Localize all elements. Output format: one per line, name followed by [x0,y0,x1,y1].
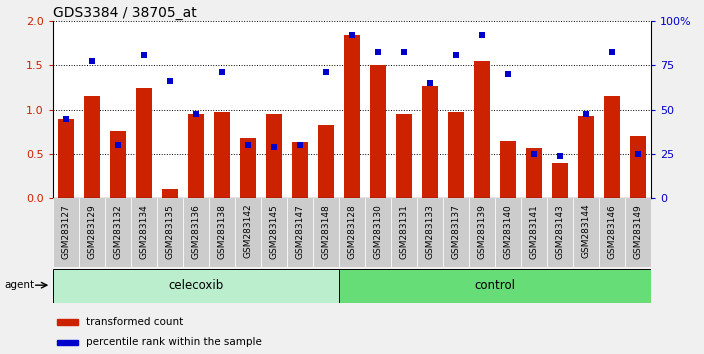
Bar [391,198,417,267]
Text: GSM283134: GSM283134 [139,204,149,258]
Bar [573,198,599,267]
Bar [79,198,105,267]
Bar [56,320,78,325]
Bar [579,116,594,198]
Text: GSM283127: GSM283127 [61,204,70,258]
Text: GSM283139: GSM283139 [477,204,486,259]
Bar [495,198,521,267]
Bar [157,198,183,267]
Bar [443,198,469,267]
Bar [188,114,203,198]
Bar [365,198,391,267]
Bar [292,143,308,198]
Bar [261,198,287,267]
Bar [370,65,386,198]
Text: control: control [474,279,515,292]
Bar [131,198,157,267]
Bar [521,198,547,267]
Bar [501,141,516,198]
Bar [136,88,151,198]
Bar [214,113,230,198]
Bar [56,340,78,345]
Bar [344,34,360,198]
Text: GSM283145: GSM283145 [270,204,279,258]
Bar [53,269,339,303]
Text: GSM283130: GSM283130 [374,204,382,259]
Text: transformed count: transformed count [86,317,183,327]
Text: GSM283131: GSM283131 [400,204,408,259]
Bar [474,61,490,198]
Bar [553,163,568,198]
Bar [58,119,74,198]
Bar [209,198,235,267]
Bar [84,97,100,198]
Bar [599,198,625,267]
Text: GSM283135: GSM283135 [165,204,175,259]
Bar [527,148,542,198]
Bar [625,198,651,267]
Text: GSM283149: GSM283149 [634,204,643,258]
Bar [287,198,313,267]
Text: celecoxib: celecoxib [168,279,224,292]
Text: GSM283143: GSM283143 [555,204,565,258]
Text: GSM283128: GSM283128 [348,204,356,258]
Bar [240,138,256,198]
Bar [339,269,651,303]
Bar [422,86,438,198]
Text: percentile rank within the sample: percentile rank within the sample [86,337,262,347]
Bar [469,198,495,267]
Bar [235,198,261,267]
Text: GSM283148: GSM283148 [322,204,330,258]
Bar [53,198,79,267]
Bar [448,112,464,198]
Bar [183,198,209,267]
Bar [604,97,620,198]
Bar [630,136,646,198]
Text: GSM283136: GSM283136 [191,204,201,259]
Bar [162,189,177,198]
Text: GSM283132: GSM283132 [113,204,122,258]
Text: GSM283141: GSM283141 [529,204,539,258]
Bar [110,131,125,198]
Bar [313,198,339,267]
Bar [318,125,334,198]
Bar [417,198,443,267]
Bar [396,114,412,198]
Bar [547,198,573,267]
Bar [105,198,131,267]
Text: GSM283140: GSM283140 [503,204,513,258]
Text: GDS3384 / 38705_at: GDS3384 / 38705_at [53,6,196,20]
Bar [266,114,282,198]
Text: GSM283137: GSM283137 [451,204,460,259]
Text: GSM283129: GSM283129 [87,204,96,258]
Text: GSM283147: GSM283147 [296,204,304,258]
Text: GSM283146: GSM283146 [608,204,617,258]
Bar [339,198,365,267]
Text: GSM283138: GSM283138 [218,204,227,259]
Text: agent: agent [4,280,34,290]
Text: GSM283133: GSM283133 [425,204,434,259]
Text: GSM283144: GSM283144 [582,204,591,258]
Text: GSM283142: GSM283142 [244,204,253,258]
